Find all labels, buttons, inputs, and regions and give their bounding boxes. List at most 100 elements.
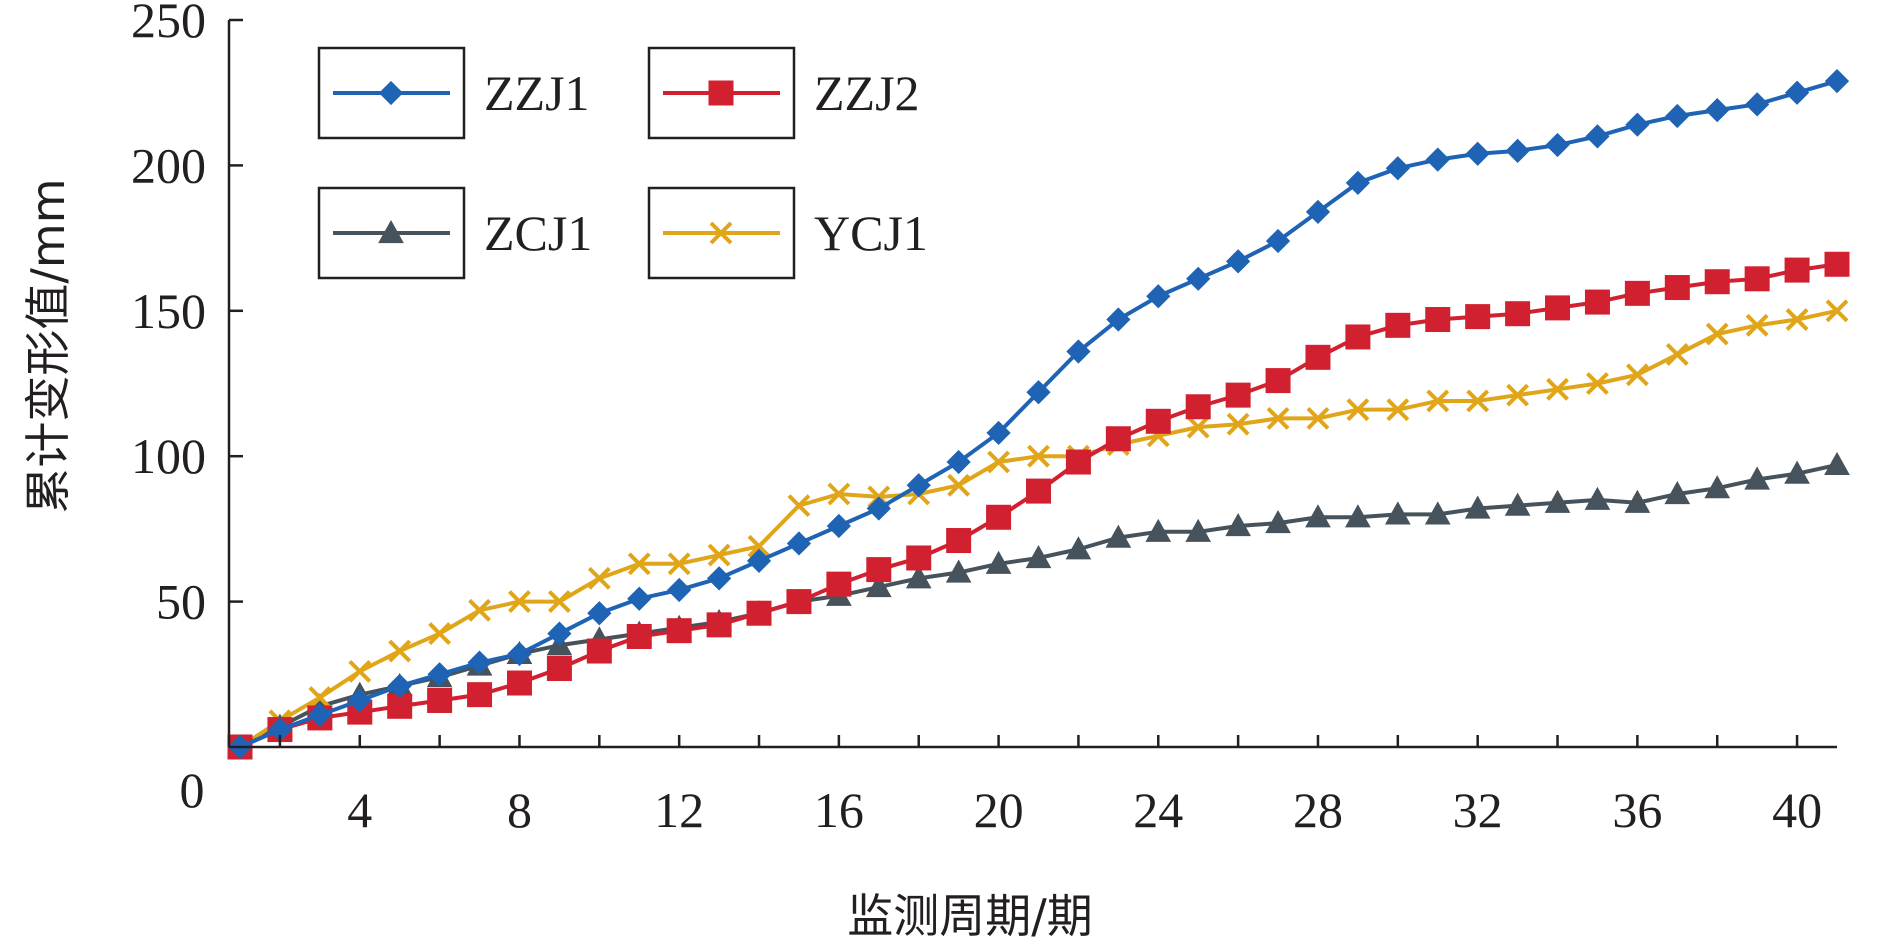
- data-point: [427, 662, 452, 687]
- data-point: [1186, 266, 1211, 291]
- legend-label: ZCJ1: [484, 205, 592, 261]
- x-tick-label: 40: [1772, 782, 1822, 838]
- data-point: [1425, 147, 1450, 172]
- data-point: [1784, 460, 1810, 484]
- data-point: [1824, 251, 1850, 277]
- data-point: [707, 543, 731, 567]
- data-point: [786, 531, 812, 556]
- data-point: [1105, 524, 1132, 548]
- data-point: [387, 673, 412, 699]
- data-point: [1544, 489, 1571, 513]
- legend-entry-zcj1: ZCJ1: [317, 186, 592, 280]
- legend-marker: [378, 80, 404, 106]
- data-point: [1745, 92, 1770, 117]
- data-point: [1545, 132, 1570, 158]
- x-tick-label: 8: [507, 782, 532, 838]
- x-tick-label: 4: [347, 782, 372, 838]
- data-point: [1265, 228, 1291, 254]
- data-point: [627, 552, 651, 576]
- data-point: [1305, 344, 1331, 370]
- data-point: [826, 571, 852, 597]
- data-point: [347, 688, 372, 713]
- data-point: [1066, 339, 1091, 364]
- data-point: [906, 545, 932, 571]
- data-point: [1185, 518, 1212, 542]
- legend: ZZJ1 ZZJ2 ZCJ1 YCJ1: [317, 46, 928, 280]
- data-point: [1665, 103, 1690, 129]
- data-point: [507, 641, 532, 667]
- data-point: [587, 601, 612, 626]
- data-point: [1584, 486, 1611, 510]
- data-point: [1106, 307, 1131, 332]
- legend-entry-zzj2: ZZJ2: [647, 46, 920, 140]
- data-point: [1586, 372, 1609, 395]
- data-point: [387, 693, 413, 719]
- data-point: [1065, 536, 1092, 560]
- data-point: [1624, 489, 1651, 513]
- data-point: [1465, 304, 1491, 330]
- data-point: [1825, 299, 1849, 323]
- data-point: [1824, 451, 1850, 476]
- origin-label: 0: [180, 762, 205, 818]
- x-axis-title: 监测周期/期: [847, 889, 1093, 943]
- data-point: [786, 589, 812, 615]
- data-point: [1705, 98, 1730, 123]
- data-point: [1265, 368, 1291, 394]
- legend-label: YCJ1: [814, 205, 928, 261]
- x-tick-label: 28: [1293, 782, 1343, 838]
- legend-label: ZZJ1: [484, 65, 590, 121]
- data-point: [1785, 308, 1809, 331]
- data-point: [1185, 394, 1211, 420]
- data-point: [1705, 322, 1729, 346]
- data-point: [1345, 504, 1371, 528]
- x-tick-label: 36: [1612, 782, 1662, 838]
- x-tick-label: 16: [814, 782, 864, 838]
- data-point: [747, 534, 771, 558]
- data-point: [986, 504, 1012, 530]
- data-point: [866, 557, 892, 583]
- data-point: [428, 622, 452, 646]
- data-point: [945, 559, 972, 583]
- data-point: [1824, 68, 1850, 94]
- data-point: [388, 639, 412, 663]
- data-point: [546, 655, 572, 681]
- data-point: [1226, 412, 1250, 436]
- data-point: [826, 513, 851, 539]
- data-point: [1266, 406, 1290, 430]
- data-point: [746, 600, 772, 626]
- data-point: [1584, 289, 1610, 315]
- data-point: [1784, 80, 1810, 105]
- axes: 0 累计变形值/mm 监测周期/期 50 100 150 200 250 4 8 12 16 20…: [21, 0, 1837, 943]
- data-point: [1744, 466, 1770, 490]
- data-point: [1704, 475, 1731, 499]
- data-point: [1305, 504, 1331, 528]
- series-line: [239, 79, 1838, 749]
- data-point: [1665, 343, 1689, 366]
- data-point: [1546, 377, 1569, 401]
- data-point: [1105, 426, 1131, 452]
- y-tick-label: 150: [131, 283, 206, 339]
- data-point: [1027, 444, 1050, 468]
- data-point: [468, 598, 491, 622]
- data-point: [706, 612, 732, 638]
- data-point: [946, 449, 971, 475]
- data-point: [1026, 380, 1051, 405]
- data-point: [1145, 408, 1171, 434]
- data-point: [307, 702, 332, 728]
- data-point: [467, 650, 492, 675]
- data-point: [666, 618, 692, 644]
- data-point: [1625, 363, 1649, 387]
- x-tick-label: 32: [1453, 782, 1503, 838]
- data-point: [667, 577, 692, 603]
- data-point: [1346, 398, 1370, 422]
- data-point: [1225, 382, 1251, 408]
- data-point: [1664, 480, 1691, 505]
- data-point: [987, 450, 1010, 474]
- data-point: [506, 670, 532, 696]
- data-point: [1505, 138, 1530, 163]
- data-point: [827, 482, 851, 506]
- data-point: [746, 548, 772, 574]
- data-point: [1624, 280, 1650, 306]
- data-point: [1225, 512, 1251, 537]
